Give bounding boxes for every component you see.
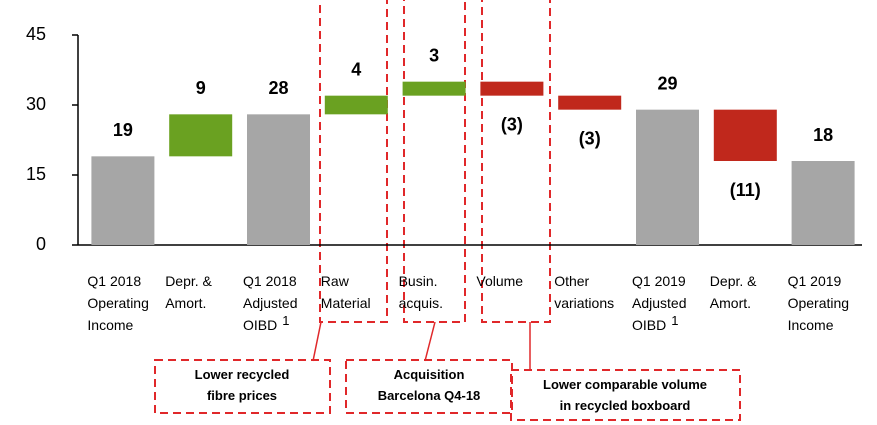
highlight-box [403,0,466,323]
bar [791,161,855,245]
x-tick-label-line: Adjusted [632,295,686,311]
x-tick-label-line: OIBD [243,317,277,333]
x-tick-label: Volume [476,273,523,289]
x-tick-label-line: Material [321,295,371,311]
connector [312,321,322,362]
y-tick-label: 15 [26,164,46,184]
bar [91,156,155,245]
x-tick-label-line: Adjusted [243,295,297,311]
x-tick-label: Q1 2019 Adjusted OIBD 1 [632,273,686,333]
value-label: 9 [196,78,206,98]
annotation-line: Acquisition [394,367,465,382]
annotation-line: in recycled boxboard [560,398,691,413]
value-label: 19 [113,120,133,140]
x-tick-label: Raw Material [321,273,371,311]
bar [558,95,622,110]
x-tick-label: Other variations [554,273,614,311]
x-tick-label: Q1 2019 Operating Income [788,273,849,333]
x-tick-label-line: Amort. [710,295,751,311]
value-label: 3 [429,45,439,65]
bar [324,95,388,115]
x-tick-label-line: acquis. [399,295,443,311]
x-tick-label-line: OIBD [632,317,666,333]
annotation-box [345,359,513,414]
x-tick-label-line: Q1 2018 [87,273,141,289]
footnote: 1 [282,313,289,328]
bar [169,114,233,157]
annotation: Lower recycled fibre prices [195,367,290,403]
x-tick-label-line: Operating [788,295,849,311]
x-tick-label-line: Q1 2019 [632,273,686,289]
x-tick-label-line: Income [788,317,834,333]
annotation-line: Barcelona Q4-18 [378,388,481,403]
x-tick-label: Q1 2018 Adjusted OIBD 1 [243,273,297,333]
value-label: (3) [501,114,523,134]
x-tick-label-line: Volume [476,273,523,289]
bar [247,114,310,245]
value-label: 28 [268,78,288,98]
annotation: Acquisition Barcelona Q4-18 [378,367,481,403]
annotation-box [154,359,331,414]
y-tick-label: 45 [26,24,46,44]
x-tick-label: Depr. & Amort. [165,273,212,311]
annotation-line: Lower comparable volume [543,377,707,392]
y-tick-label: 30 [26,94,46,114]
highlight-boxes [154,0,741,421]
annotation: Lower comparable volume in recycled boxbo… [543,377,707,413]
connector [424,321,436,362]
x-tick-label: Busin. acquis. [399,273,443,311]
x-tick-label-line: Depr. & [165,273,212,289]
x-tick-label-line: Amort. [165,295,206,311]
annotation-box [510,369,741,421]
x-tick-label: Q1 2018 Operating Income [87,273,148,333]
x-tick-label-line: Depr. & [710,273,757,289]
footnote: 1 [671,313,678,328]
highlight-box [319,0,388,323]
annotation-line: fibre prices [207,388,277,403]
bar [713,109,777,161]
x-tick-label-line: Operating [87,295,148,311]
bar [636,109,699,246]
annotation-line: Lower recycled [195,367,290,382]
x-tick-label-line: Raw [321,273,350,289]
connectors [312,321,531,371]
x-tick-label-line: Income [87,317,133,333]
bar [402,81,466,96]
value-label: (3) [579,128,601,148]
x-tick-label-line: Q1 2019 [788,273,842,289]
bar [480,81,544,96]
value-label: 29 [657,73,677,93]
y-tick-label: 0 [36,234,46,254]
value-label: 18 [813,125,833,145]
x-tick-label-line: Busin. [399,273,438,289]
x-tick-label-line: variations [554,295,614,311]
x-tick-label: Depr. & Amort. [710,273,757,311]
value-label: (11) [730,180,761,200]
x-tick-label-line: Other [554,273,589,289]
x-tick-label-line: Q1 2018 [243,273,297,289]
value-label: 4 [351,59,361,79]
